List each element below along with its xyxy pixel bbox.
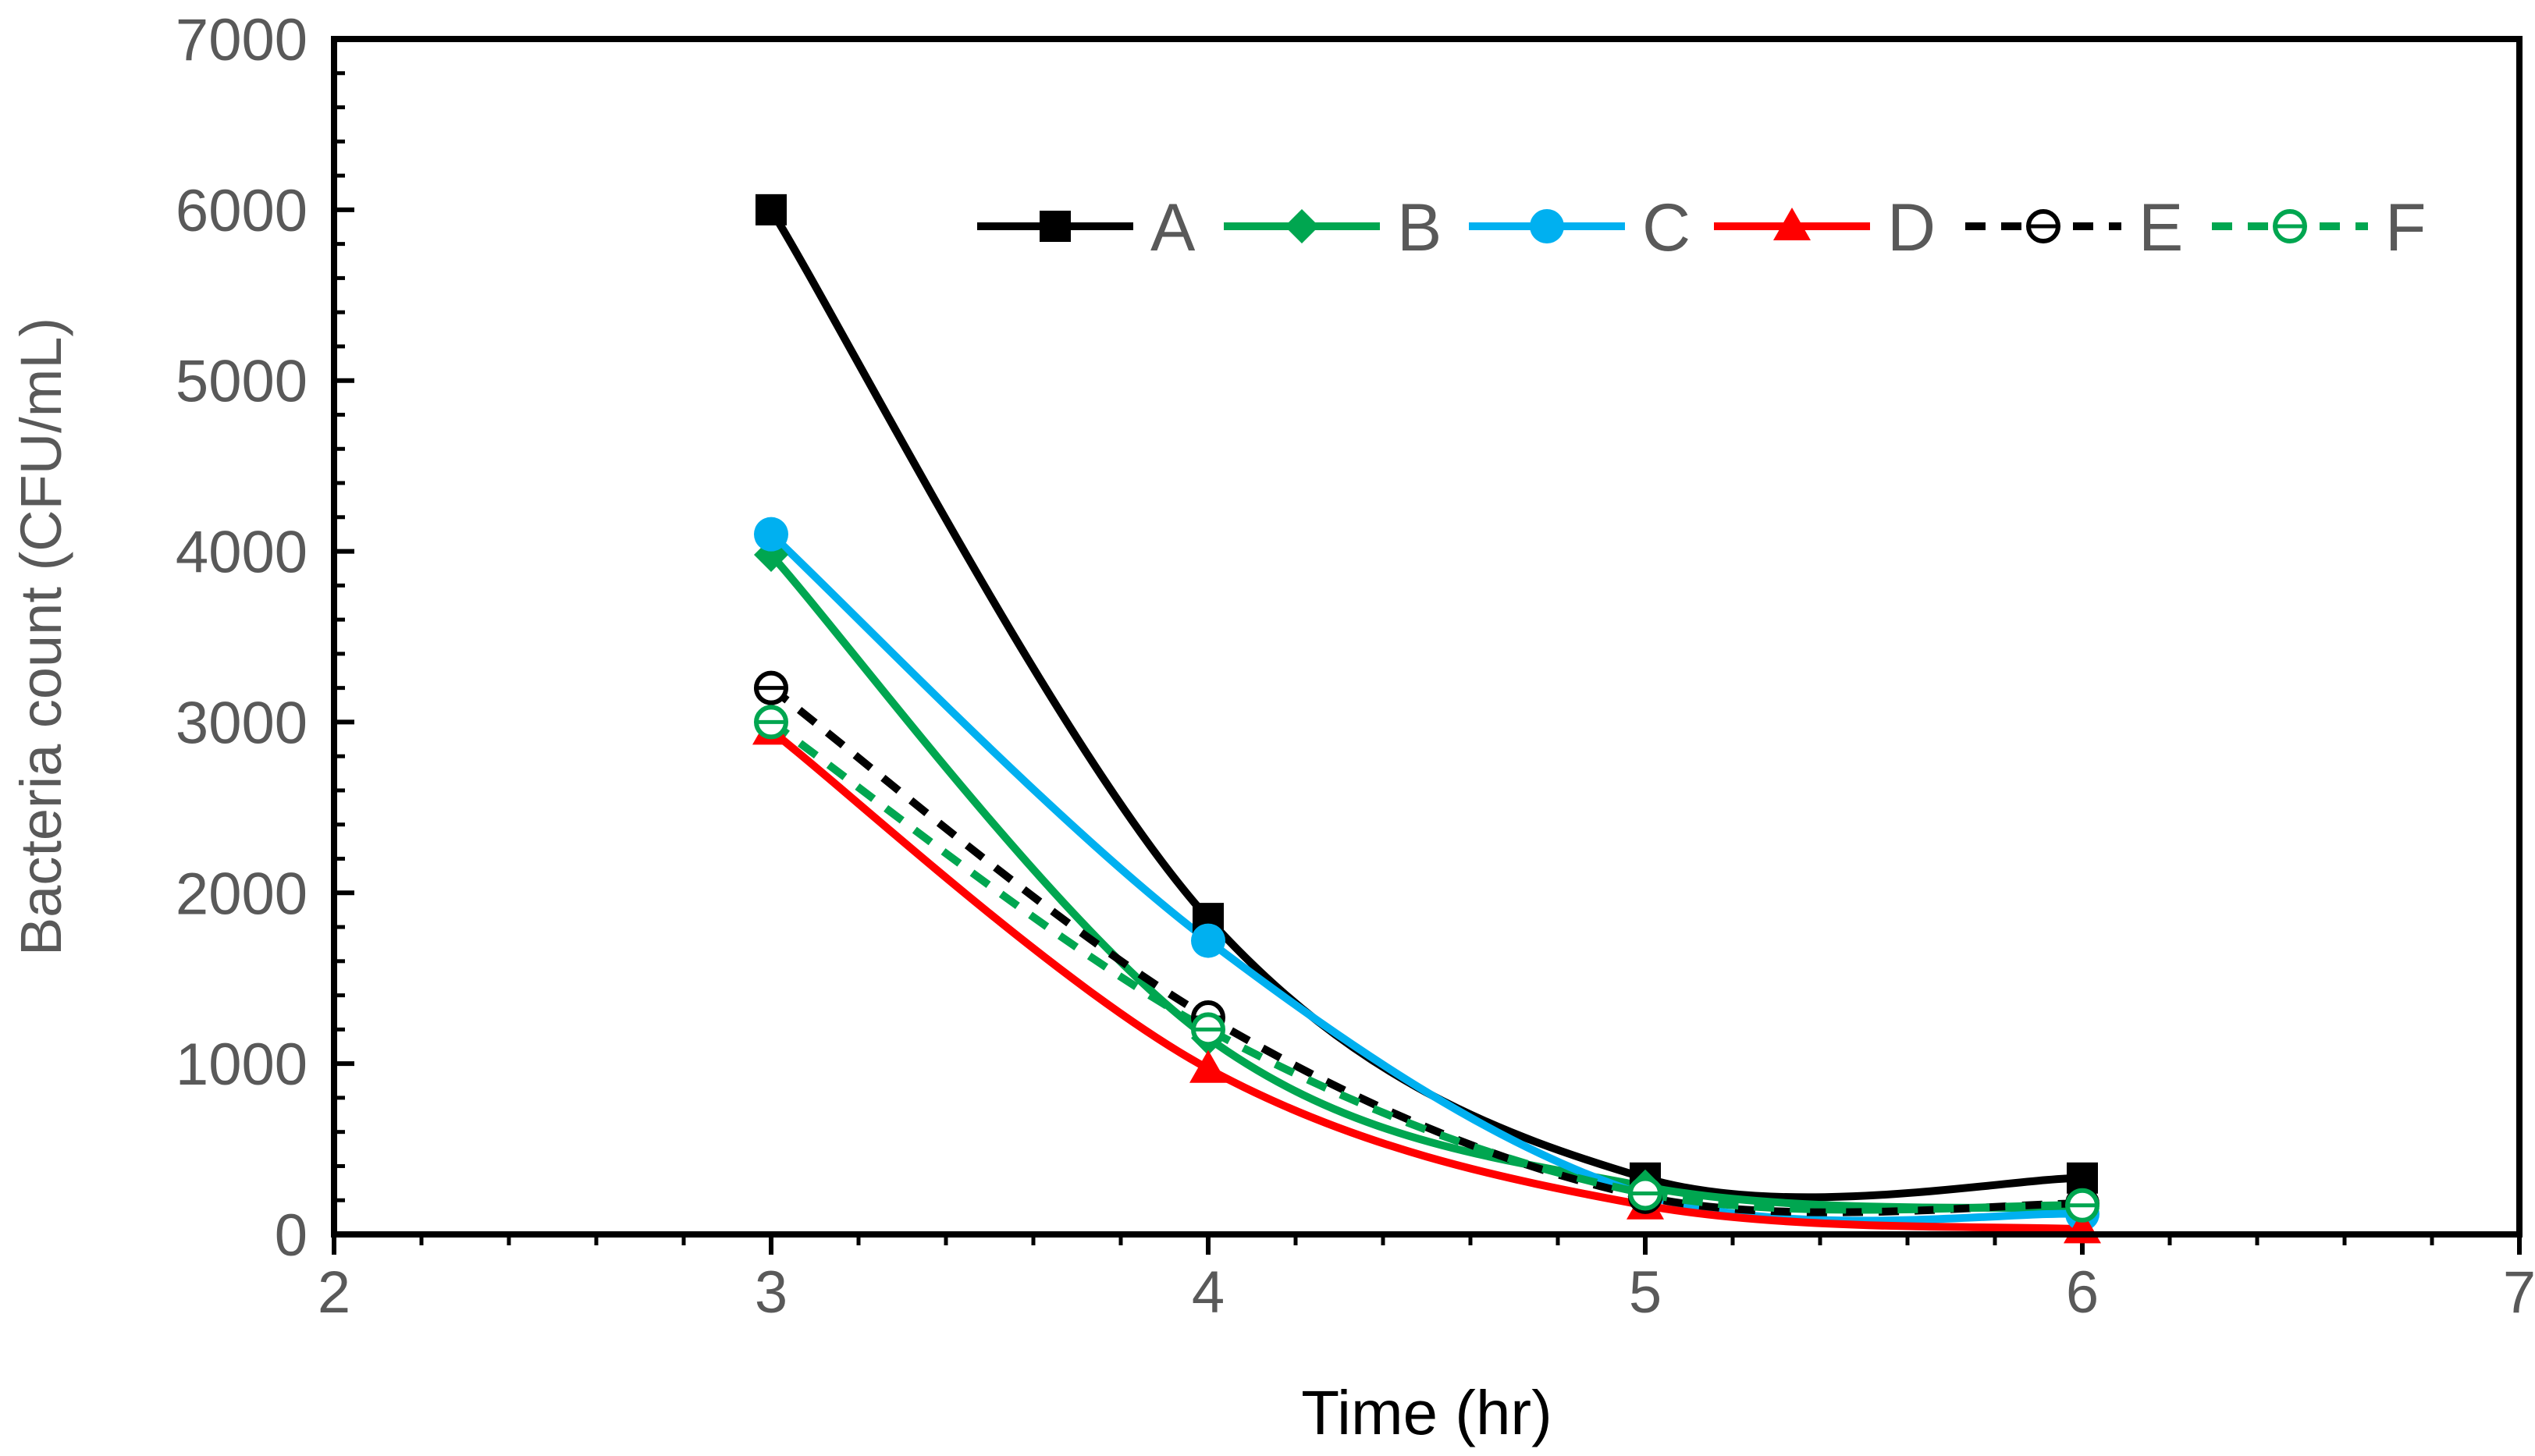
data-point-f [1628,1176,1662,1211]
y-tick-label: 4000 [176,520,308,586]
y-tick-label: 5000 [176,349,308,415]
x-tick-label: 5 [1629,1259,1662,1326]
legend-label-c: C [1642,190,1691,265]
series-line-d [767,726,2086,1234]
series-line-c [767,530,2086,1225]
data-point-c [754,517,788,552]
legend-label-b: B [1397,190,1442,265]
plot-area-frame [331,36,2523,1238]
legend-label-d: D [1887,190,1936,265]
legend-item-c: C [1469,190,1691,265]
data-point-f [2065,1188,2099,1223]
data-point-f [754,705,788,740]
series-line-f [769,719,2083,1214]
y-axis-title: Bacteria count (CFU/mL) [9,318,73,956]
x-axis-title: Time (hr) [1301,1378,1552,1447]
legend-marker-c [1530,209,1564,243]
x-tick-label: 2 [318,1259,350,1326]
legend-item-a: A [977,190,1196,265]
legend: A B C D E F [977,190,2427,265]
y-tick-label: 1000 [176,1032,308,1098]
legend-marker-f [2273,209,2307,243]
y-tick-label: 3000 [176,690,308,756]
y-tick-label: 7000 [176,7,308,73]
legend-marker-d [1773,208,1811,240]
legend-item-b: B [1224,190,1442,265]
data-point-f [1191,1012,1225,1047]
legend-item-e: E [1965,190,2183,265]
series-markers [752,194,2101,1244]
legend-item-f: F [2212,190,2427,265]
x-tick-label: 7 [2503,1259,2535,1326]
data-point-a [756,194,787,226]
x-tick-labels: 2 3 4 5 6 7 [318,1259,2535,1326]
y-tick-label: 0 [275,1202,308,1269]
x-tick-label: 3 [755,1259,788,1326]
legend-item-d: D [1714,190,1936,265]
series-lines [767,205,2086,1234]
legend-marker-e [2026,209,2060,243]
y-tick-label: 2000 [176,861,308,927]
series-line-e [768,684,2083,1216]
y-tick-labels: 0 1000 2000 3000 4000 5000 6000 7000 [176,7,308,1269]
legend-marker-b [1285,209,1319,243]
data-point-d [1189,1049,1227,1083]
legend-label-a: A [1150,190,1196,265]
x-tick-label: 6 [2066,1259,2099,1326]
data-point-e [754,670,788,705]
data-point-c [1191,923,1225,958]
y-tick-label: 6000 [176,178,308,244]
legend-label-e: E [2139,190,2183,265]
legend-marker-a [1040,211,1071,242]
x-tick-label: 4 [1192,1259,1225,1326]
legend-label-f: F [2385,190,2427,265]
